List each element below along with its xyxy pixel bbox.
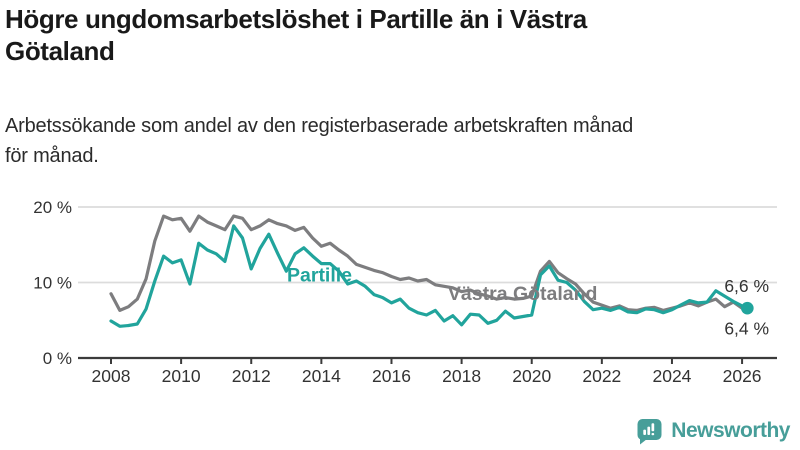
end-value-label: 6,6 % <box>724 276 769 296</box>
series-label: Västra Götaland <box>448 283 598 305</box>
subtitle-line-2: för månad. <box>5 145 99 168</box>
unemployment-line-chart: 0 % 10 % 20 % 2008 2010 2012 2014 2016 2018 2020 2… <box>0 180 800 405</box>
series-label: Partille <box>287 265 352 287</box>
y-axis-tick-label: 10 % <box>33 274 72 293</box>
newsworthy-bar-chart-bubble-icon <box>637 419 662 445</box>
y-axis-tick-label: 0 % <box>43 349 72 368</box>
y-axis-tick-label: 20 % <box>33 198 72 217</box>
newsworthy-logo: Newsworthy <box>636 417 790 445</box>
subtitle-line-1: Arbetssökande som andel av den registerb… <box>5 115 634 138</box>
partille-line <box>109 224 749 328</box>
x-axis-tick-label: 2024 <box>652 366 691 386</box>
x-axis-tick-label: 2026 <box>723 366 762 386</box>
series-end-dot <box>741 301 754 315</box>
title-line-1: Högre ungdomsarbetslöshet i Partille än … <box>5 4 587 34</box>
line-chart-canvas: 0 % 10 % 20 % 2008 2010 2012 2014 2016 2018 2020 2… <box>33 198 777 386</box>
title-line-2: Götaland <box>5 35 115 66</box>
newsworthy-logo-text: Newsworthy <box>671 419 790 442</box>
page-title: Högre ungdomsarbetslöshet i Partille än … <box>5 4 785 67</box>
x-axis-tick-label: 2014 <box>302 366 341 386</box>
x-axis-tick-label: 2022 <box>582 366 621 386</box>
x-axis-tick-label: 2012 <box>232 366 271 386</box>
x-axis-tick-label: 2020 <box>512 366 551 386</box>
chart-header: Högre ungdomsarbetslöshet i Partille än … <box>5 4 785 171</box>
x-axis-tick-label: 2016 <box>372 366 411 386</box>
v-stra-g-taland-line <box>109 214 749 312</box>
x-axis-tick-label: 2008 <box>92 366 131 386</box>
end-value-label: 6,4 % <box>724 319 769 339</box>
x-axis-tick-label: 2010 <box>162 366 201 386</box>
x-axis-tick-label: 2018 <box>442 366 481 386</box>
chart-subtitle: Arbetssökande som andel av den registerb… <box>5 111 785 171</box>
